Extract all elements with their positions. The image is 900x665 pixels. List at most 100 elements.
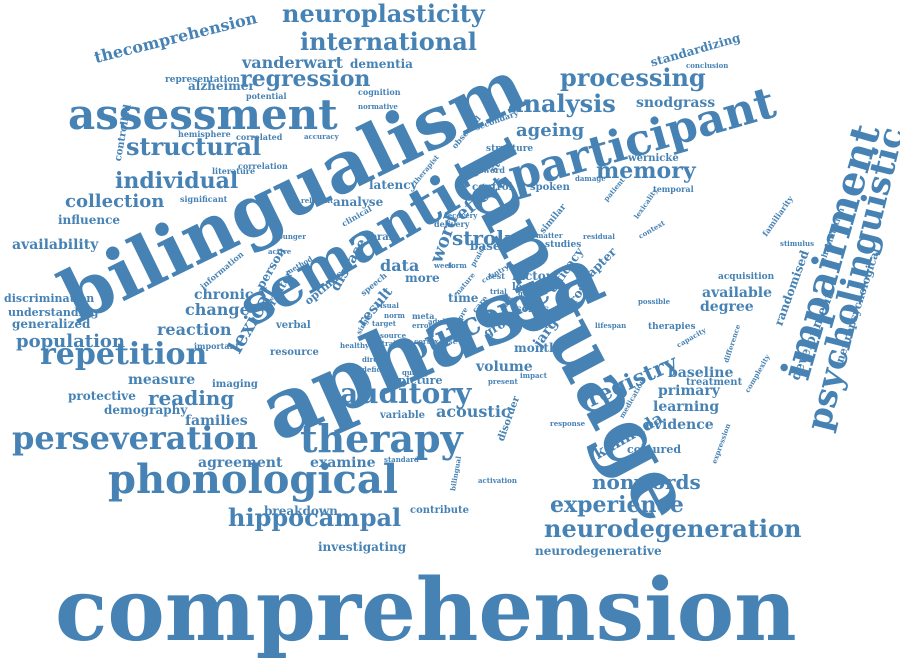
word-regression: regression (240, 66, 371, 92)
word-influence: influence (58, 213, 121, 227)
word-neuroplasticity: neuroplasticity (282, 0, 485, 28)
word-matter: matter (536, 231, 563, 240)
word-lifespan: lifespan (595, 321, 627, 330)
word-representation: representation (165, 75, 240, 85)
word-recovery: recovery (444, 211, 478, 220)
word-processing: processing (560, 63, 706, 92)
word-international: international (300, 27, 477, 56)
word-stimulus: stimulus (780, 239, 815, 248)
word-nonword: nonword (466, 165, 505, 175)
word-degree: degree (700, 299, 754, 315)
word-residual: residual (583, 232, 615, 241)
word-active: active (268, 247, 292, 256)
word-context: context (636, 218, 667, 241)
word-breakdown: breakdown (264, 504, 338, 518)
word-potential: potential (246, 91, 287, 101)
word-change: change (185, 300, 250, 319)
word-younger: younger (274, 232, 306, 241)
word-control: control (472, 182, 513, 193)
word-meta: meta (412, 311, 435, 321)
word-latency: latency (369, 178, 418, 192)
word-test: test (488, 271, 505, 281)
word-chronic: chronic (194, 287, 254, 303)
word-complexity: complexity (742, 352, 772, 395)
word-response: response (550, 419, 586, 428)
word-literature: literature (212, 166, 256, 176)
word-protective: protective (68, 389, 136, 403)
word-case: case (440, 337, 458, 346)
word-understanding: understanding (8, 306, 99, 319)
word-trial: trial (490, 287, 507, 296)
word-auditory: auditory (340, 377, 472, 410)
word-variable: variable (380, 410, 425, 421)
word-demography: demography (104, 403, 188, 417)
word-individual: individual (115, 168, 239, 194)
word-available: available (702, 285, 772, 301)
word-comprehension: comprehension (55, 560, 797, 661)
word-imaging: imaging (212, 379, 258, 390)
word-contribute: contribute (410, 505, 469, 516)
word-generalized: generalized (12, 317, 91, 331)
word-quality: quality (402, 368, 430, 377)
word-reading: reading (148, 386, 235, 410)
word-agreement: agreement (198, 455, 283, 471)
word-normative: normative (358, 102, 398, 111)
word-data: data (380, 256, 420, 275)
word-possible: possible (638, 297, 671, 306)
word-norm: norm (384, 311, 405, 320)
word-standard: standard (384, 455, 419, 464)
word-learning: learning (653, 399, 720, 415)
word-relevant: relevant (301, 196, 334, 205)
word-baseline: baseline (668, 365, 734, 381)
word-vanderwart: vanderwart (242, 53, 344, 72)
word-brain: brain (370, 232, 400, 243)
word-structural: structural (126, 132, 262, 161)
word-damage: damage (575, 174, 606, 183)
word-treatment: treatment (686, 377, 743, 388)
word-goal: goal (518, 289, 535, 298)
word-availability: availability (12, 237, 99, 253)
word-adult: adult (428, 317, 449, 326)
word-thecomprehension: thecomprehension (92, 8, 259, 67)
word-memory: memory (596, 158, 696, 184)
word-volume: volume (476, 359, 533, 375)
word-lesion: lesion (512, 282, 546, 293)
word-central: central (368, 339, 396, 348)
word-phonological: phonological (108, 456, 398, 503)
word-healthy: healthy (340, 341, 370, 350)
word-reaction: reaction (157, 320, 232, 339)
word-resource: resource (270, 347, 319, 358)
word-visual: visual (376, 301, 399, 310)
word-analyse: analyse (333, 195, 384, 209)
word-examine: examine (310, 455, 376, 471)
word-perseveration: perseveration (12, 419, 259, 457)
word-series: series (516, 304, 550, 315)
word-coloured: coloured (627, 443, 682, 456)
word-analysis: analysis (508, 89, 616, 118)
word-stroke: stroke (452, 226, 523, 250)
word-acoustic: acoustic (436, 402, 511, 421)
word-present: present (488, 377, 518, 386)
word-direct: direct (362, 355, 386, 364)
word-measure: measure (128, 372, 196, 388)
word-therapy: therapy (300, 416, 463, 461)
word-families: families (185, 413, 248, 429)
word-cognition: cognition (358, 87, 401, 97)
word-difference: difference (721, 323, 743, 364)
word-lexicality: lexicality (631, 186, 660, 221)
word-based: based (470, 239, 509, 253)
word-hemisphere: hemisphere (178, 129, 231, 139)
word-activation: activation (478, 476, 517, 485)
word-studies: studies (545, 240, 582, 250)
word-neurodegeneration: neurodegeneration (544, 514, 802, 543)
word-experience: experience (550, 492, 684, 518)
word-source: source (380, 331, 407, 340)
word-dementia: dementia (350, 57, 413, 71)
word-ageing: ageing (516, 120, 585, 141)
word-acquisition: acquisition (718, 272, 775, 282)
word-investigating: investigating (318, 540, 407, 554)
word-form: form (448, 261, 467, 270)
word-factor: factor (512, 269, 553, 283)
word-discrimination: discrimination (4, 292, 95, 305)
